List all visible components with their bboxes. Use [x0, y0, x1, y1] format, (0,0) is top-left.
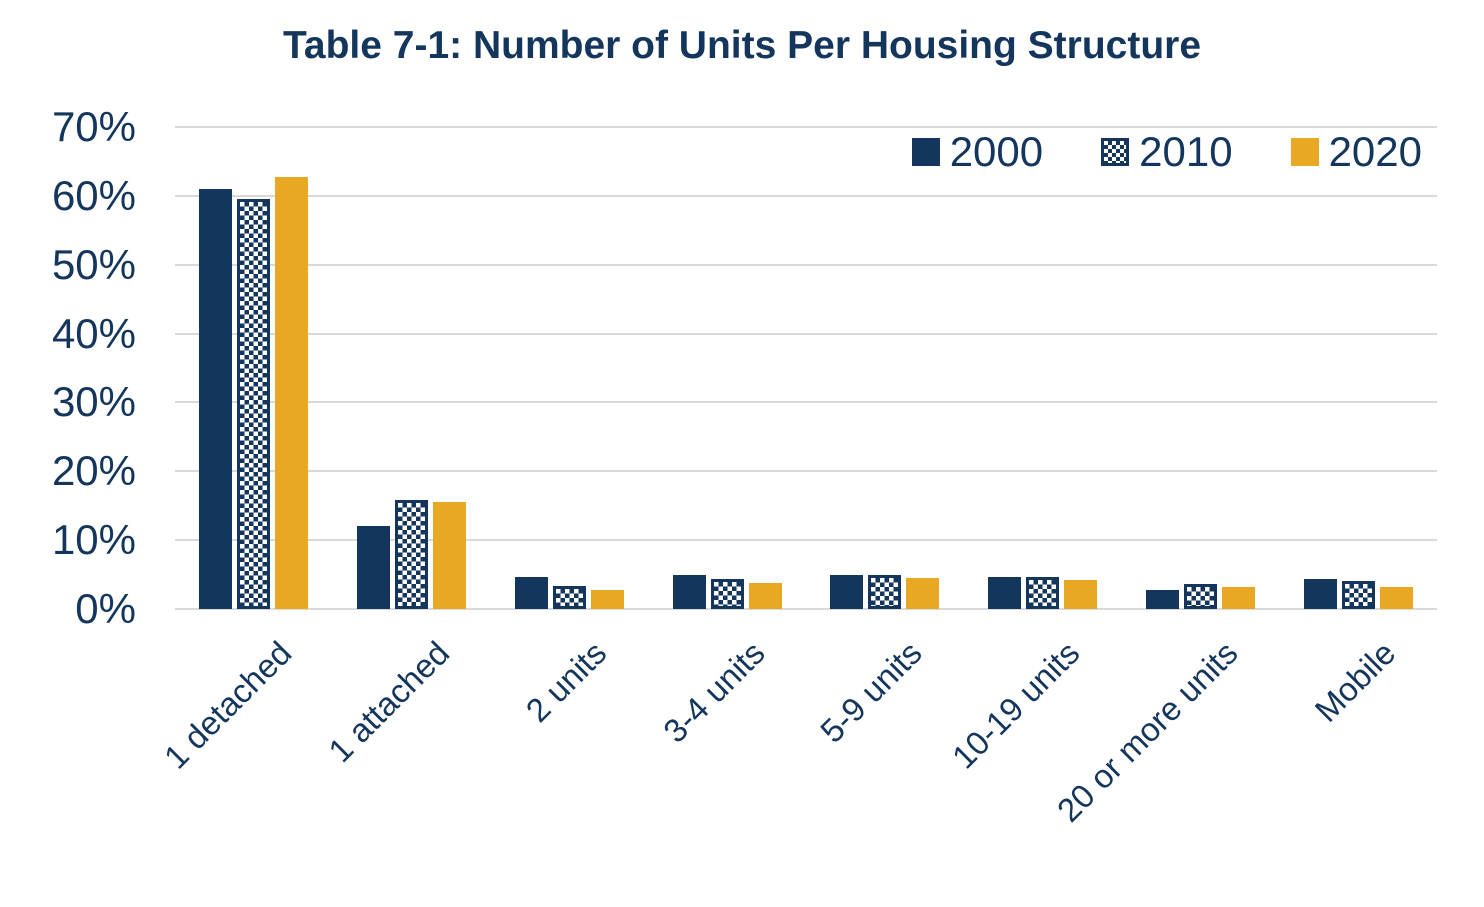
- bar-2010: [710, 579, 744, 609]
- bar-2000: [357, 526, 391, 609]
- bar-2010: [1341, 580, 1375, 609]
- bar-2000: [672, 574, 706, 609]
- bar-2010: [1183, 584, 1217, 609]
- gridline: [175, 194, 1437, 197]
- bar-2010: [395, 500, 429, 609]
- x-axis-label: 3-4 units: [655, 634, 772, 750]
- legend-swatch-solid-navy: [911, 138, 940, 166]
- gridline: [175, 332, 1437, 335]
- legend: 2000 2010 2020: [911, 128, 1422, 175]
- bar-2000: [988, 576, 1022, 609]
- x-axis-label: 5-9 units: [813, 634, 930, 750]
- x-axis-label: Mobile: [1307, 634, 1403, 729]
- bar-group: [964, 127, 1122, 609]
- legend-item-2000: 2000: [911, 128, 1044, 175]
- legend-item-2010: 2010: [1101, 128, 1233, 175]
- y-axis-tick-label: 50%: [51, 240, 136, 288]
- y-axis-tick-label: 30%: [51, 378, 136, 426]
- legend-swatch-solid-gold: [1290, 138, 1319, 166]
- bar-group: [333, 127, 491, 609]
- legend-label: 2000: [949, 128, 1044, 175]
- legend-label: 2010: [1139, 128, 1233, 175]
- legend-item-2020: 2020: [1290, 128, 1422, 175]
- bar-2020: [275, 176, 309, 609]
- bar-2000: [830, 574, 864, 609]
- y-axis-tick-label: 70%: [51, 103, 136, 150]
- bar-group: [491, 127, 649, 609]
- bar-group: [1279, 127, 1437, 609]
- y-axis-tick-label: 0%: [75, 585, 136, 632]
- y-axis: 70% 60% 50% 40% 30% 20% 10% 0%: [0, 0, 142, 907]
- legend-label: 2020: [1328, 128, 1422, 175]
- gridline: [175, 401, 1437, 404]
- bar-2020: [590, 590, 624, 609]
- bar-group: [806, 127, 964, 609]
- bar-2010: [1026, 576, 1060, 609]
- y-axis-tick-label: 10%: [51, 516, 136, 564]
- bar-groups: [175, 127, 1437, 609]
- plot-area: [175, 126, 1437, 610]
- bar-2010: [237, 199, 271, 609]
- legend-swatch-checkered: [1101, 138, 1130, 166]
- gridline: [175, 608, 1437, 610]
- bar-2020: [433, 501, 467, 609]
- x-axis-label: 2 units: [518, 634, 614, 729]
- bar-2020: [1221, 586, 1255, 609]
- gridline: [175, 263, 1437, 266]
- bar-2020: [748, 582, 782, 609]
- bar-2000: [1303, 578, 1337, 609]
- chart-title: Table 7-1: Number of Units Per Housing S…: [282, 24, 1202, 67]
- y-axis-tick-label: 60%: [51, 171, 136, 219]
- bar-2000: [1145, 589, 1179, 609]
- x-axis-label: 10-19 units: [945, 634, 1087, 776]
- gridline: [175, 539, 1437, 542]
- bar-2020: [906, 578, 940, 609]
- x-axis-label: 1 detached: [156, 634, 299, 776]
- bar-2020: [1064, 580, 1098, 609]
- gridline: [175, 126, 1437, 128]
- bar-2000: [514, 576, 548, 609]
- bar-2010: [552, 585, 586, 609]
- y-axis-tick-label: 20%: [51, 447, 136, 495]
- bar-2000: [199, 188, 233, 609]
- bar-2010: [868, 574, 902, 609]
- bar-2020: [1379, 586, 1413, 609]
- gridline: [175, 470, 1437, 473]
- bar-group: [648, 127, 806, 609]
- bar-group: [1122, 127, 1280, 609]
- y-axis-tick-label: 40%: [51, 309, 136, 357]
- x-axis-label: 1 attached: [320, 634, 456, 770]
- bar-group: [175, 127, 333, 609]
